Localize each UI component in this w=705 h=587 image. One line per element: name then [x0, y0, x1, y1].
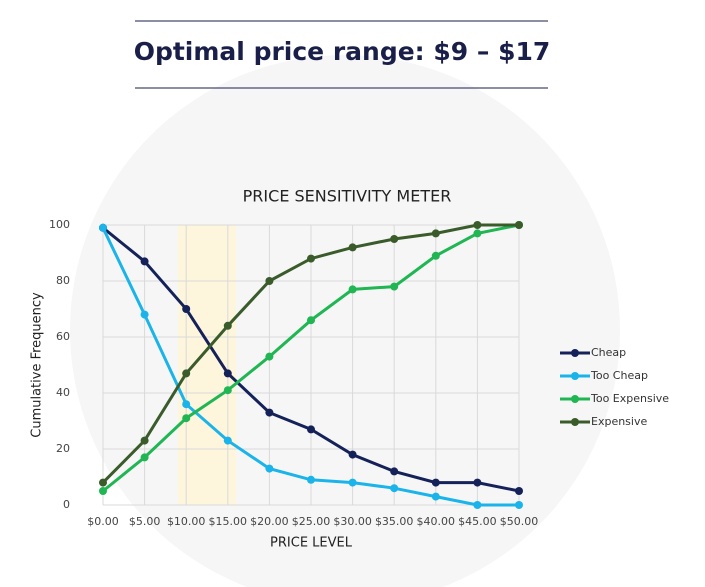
data-point — [515, 487, 523, 495]
data-point — [140, 436, 149, 445]
data-point — [307, 475, 315, 484]
x-tick-label: $45.00 — [458, 515, 497, 528]
data-point — [515, 221, 523, 229]
x-tick-label: $20.00 — [250, 515, 289, 528]
data-point — [265, 408, 274, 417]
legend-marker — [571, 372, 579, 380]
data-point — [431, 492, 440, 501]
y-tick-label: 80 — [56, 274, 70, 287]
data-point — [140, 453, 149, 462]
data-point — [348, 450, 357, 459]
highlight-band — [177, 225, 237, 505]
data-point — [99, 223, 107, 232]
x-tick-label: $15.00 — [209, 515, 248, 528]
watermark — [70, 55, 620, 587]
data-point — [99, 478, 107, 487]
data-point — [307, 316, 315, 325]
legend-label: Too Expensive — [590, 392, 669, 405]
legend-marker — [571, 395, 579, 403]
data-point — [140, 257, 149, 266]
x-tick-label: $30.00 — [333, 515, 372, 528]
data-point — [390, 467, 399, 476]
y-tick-label: 100 — [49, 218, 70, 231]
data-point — [307, 425, 315, 434]
data-point — [473, 478, 482, 487]
legend-label: Expensive — [591, 415, 647, 428]
legend-marker — [571, 349, 579, 357]
data-point — [223, 369, 232, 378]
legend-label: Cheap — [591, 346, 626, 359]
data-point — [182, 305, 191, 313]
chart-title: PRICE SENSITIVITY METER — [243, 187, 452, 206]
x-tick-label: $50.00 — [500, 515, 539, 528]
legend-marker — [571, 418, 579, 426]
data-point — [390, 484, 399, 493]
data-point — [182, 414, 191, 423]
data-point — [348, 243, 357, 252]
data-point — [223, 321, 232, 330]
data-point — [265, 352, 274, 361]
x-tick-label: $25.00 — [292, 515, 331, 528]
y-tick-label: 60 — [56, 330, 70, 343]
data-point — [390, 235, 399, 243]
data-point — [99, 487, 107, 495]
y-tick-label: 0 — [63, 498, 70, 511]
data-point — [348, 285, 357, 294]
x-tick-label: $0.00 — [87, 515, 119, 528]
x-axis-label: PRICE LEVEL — [270, 536, 353, 551]
x-tick-label: $40.00 — [417, 515, 456, 528]
data-point — [515, 501, 523, 509]
data-point — [182, 369, 191, 378]
data-point — [390, 282, 399, 291]
data-point — [473, 501, 482, 509]
data-point — [223, 436, 232, 445]
data-point — [182, 400, 191, 409]
legend-label: Too Cheap — [590, 369, 648, 382]
data-point — [307, 254, 315, 263]
y-tick-label: 20 — [56, 442, 70, 455]
data-point — [431, 251, 440, 260]
x-tick-label: $10.00 — [167, 515, 206, 528]
data-point — [473, 221, 482, 229]
data-point — [431, 229, 440, 238]
data-point — [431, 478, 440, 487]
data-point — [265, 464, 274, 473]
header-title: Optimal price range: $9 – $17 — [134, 37, 551, 66]
data-point — [223, 386, 232, 395]
y-axis-label: Cumulative Frequency — [30, 292, 45, 438]
x-tick-label: $35.00 — [375, 515, 414, 528]
x-tick-label: $5.00 — [129, 515, 161, 528]
data-point — [140, 310, 149, 319]
y-tick-label: 40 — [56, 386, 70, 399]
data-point — [473, 229, 482, 238]
data-point — [265, 277, 274, 285]
data-point — [348, 478, 357, 487]
